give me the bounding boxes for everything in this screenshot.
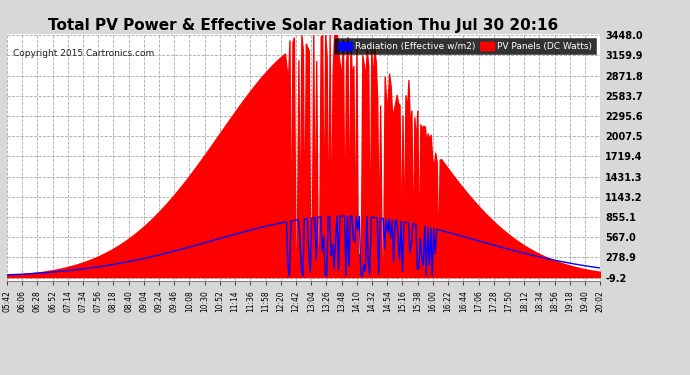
Text: Copyright 2015 Cartronics.com: Copyright 2015 Cartronics.com (13, 49, 154, 58)
Title: Total PV Power & Effective Solar Radiation Thu Jul 30 20:16: Total PV Power & Effective Solar Radiati… (48, 18, 559, 33)
Legend: Radiation (Effective w/m2), PV Panels (DC Watts): Radiation (Effective w/m2), PV Panels (D… (335, 38, 595, 54)
